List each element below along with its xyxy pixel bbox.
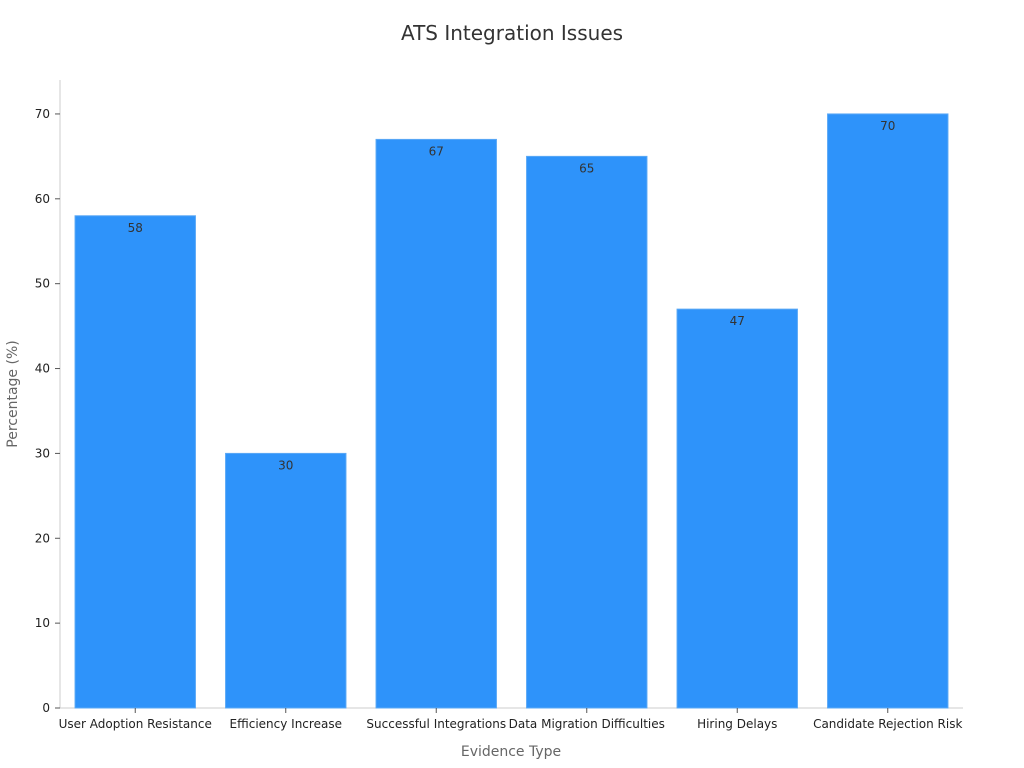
y-tick-label: 0	[42, 701, 50, 715]
bar-value-label: 67	[429, 144, 444, 158]
bar-value-label: 30	[278, 458, 293, 472]
chart-title: ATS Integration Issues	[401, 21, 623, 45]
x-tick-label: Data Migration Difficulties	[509, 717, 665, 731]
x-tick-label: Efficiency Increase	[230, 717, 342, 731]
y-tick-label: 60	[35, 192, 50, 206]
y-tick-label: 50	[35, 277, 50, 291]
plot-area: 0 10 20 30 40 50 60 70 58 User Adoption Resistanc…	[35, 80, 963, 731]
bar[interactable]	[74, 215, 196, 709]
y-axis-label: Percentage (%)	[5, 340, 21, 447]
x-axis-label: Evidence Type	[461, 744, 561, 760]
bar-value-label: 70	[880, 119, 895, 133]
y-tick-label: 40	[35, 362, 50, 376]
bar-value-label: 65	[579, 161, 594, 175]
x-tick-label: User Adoption Resistance	[59, 717, 212, 731]
y-tick-label: 30	[35, 446, 50, 460]
x-tick-label: Hiring Delays	[697, 717, 777, 731]
bar[interactable]	[225, 452, 347, 709]
bar-value-label: 47	[730, 314, 745, 328]
y-tick-label: 10	[35, 616, 50, 630]
x-tick-label: Successful Integrations	[366, 717, 506, 731]
bar-value-label: 58	[128, 221, 143, 235]
bar[interactable]	[827, 113, 949, 709]
bar[interactable]	[375, 138, 497, 709]
y-tick-label: 20	[35, 531, 50, 545]
x-tick-label: Candidate Rejection Risk	[813, 717, 962, 731]
bar[interactable]	[676, 308, 798, 709]
bar[interactable]	[526, 155, 648, 709]
y-tick-label: 70	[35, 107, 50, 121]
